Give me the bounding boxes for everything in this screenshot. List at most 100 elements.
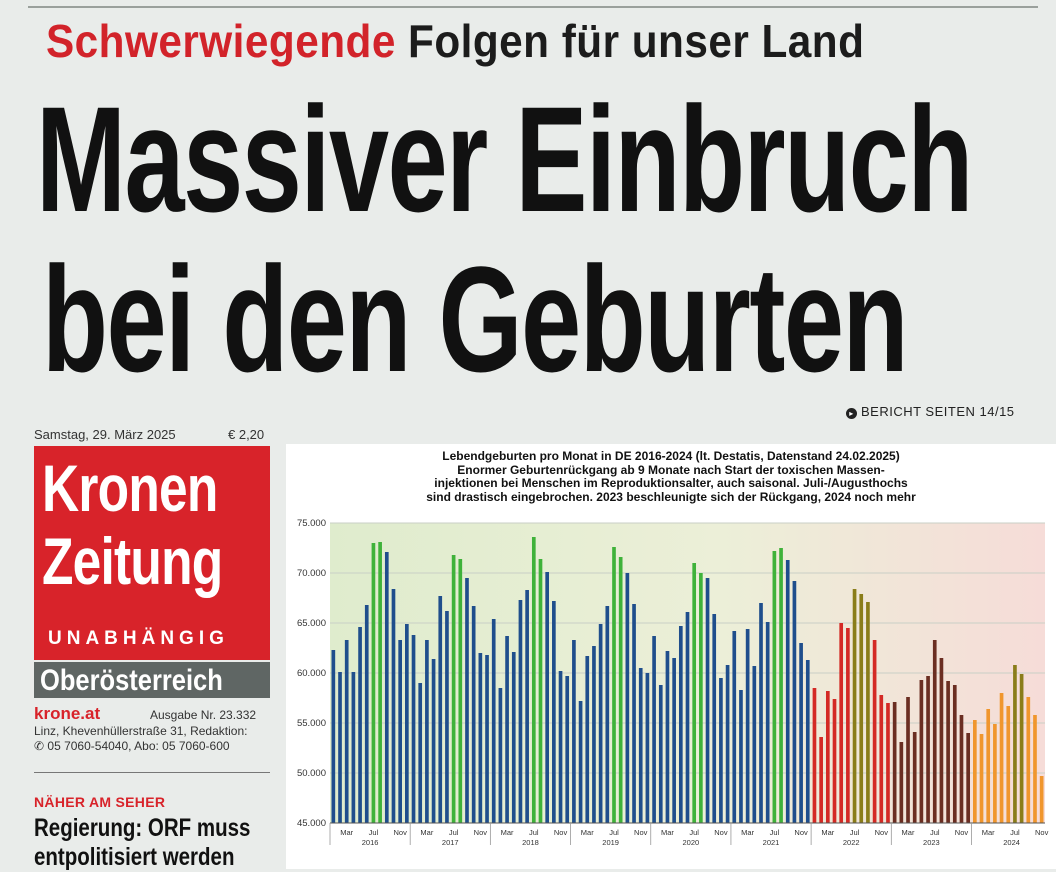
bar: [759, 603, 763, 823]
bar: [685, 612, 690, 823]
month-tick-label: Jul: [369, 828, 379, 837]
month-tick-label: Jul: [609, 828, 619, 837]
bar: [378, 542, 382, 823]
phone-icon: ✆: [34, 739, 45, 753]
bar: [665, 651, 670, 823]
bar: [959, 715, 964, 823]
bar: [445, 611, 449, 823]
bar: [678, 626, 683, 823]
bar: [712, 614, 717, 823]
column-divider: [34, 772, 270, 773]
bar: [531, 537, 536, 823]
bar: [993, 724, 997, 823]
bar: [1033, 715, 1037, 823]
year-label: 2021: [763, 838, 780, 847]
bar: [505, 636, 509, 823]
bar: [565, 676, 570, 823]
bar: [825, 691, 830, 823]
phone-text: 05 7060-54040, Abo: 05 7060-600: [47, 739, 230, 753]
bar: [632, 604, 636, 823]
report-reference-text: BERICHT SEITEN 14/15: [861, 404, 1015, 419]
bar: [1006, 706, 1011, 823]
month-tick-label: Nov: [714, 828, 728, 837]
issue-date: Samstag, 29. März 2025: [34, 427, 176, 442]
bar: [538, 559, 543, 823]
month-tick-label: Nov: [1035, 828, 1049, 837]
bar: [491, 619, 496, 823]
bar: [772, 551, 777, 823]
bar: [852, 589, 857, 823]
logo-line-2: Zeitung: [42, 524, 223, 598]
y-tick-label: 75.000: [297, 518, 326, 529]
arrow-right-icon: ▸: [846, 408, 857, 419]
bar: [966, 733, 970, 823]
month-tick-label: Mar: [982, 828, 995, 837]
issue-number: Ausgabe Nr. 23.332: [150, 708, 257, 722]
bar: [344, 640, 349, 823]
month-tick-label: Jul: [529, 828, 539, 837]
bar: [719, 678, 723, 823]
y-tick-label: 70.000: [297, 568, 326, 579]
bar: [545, 572, 550, 823]
bar: [552, 601, 556, 823]
bar: [812, 688, 817, 823]
bar: [498, 688, 503, 823]
bar: [398, 640, 403, 823]
bar: [872, 640, 877, 823]
bar: [471, 606, 476, 823]
bar: [578, 701, 583, 823]
bar: [391, 589, 396, 823]
bar: [879, 695, 884, 823]
headline-kicker: Schwerwiegende Folgen für unser Land: [46, 14, 864, 68]
bar: [705, 578, 710, 823]
bar: [779, 548, 783, 823]
month-tick-label: Mar: [420, 828, 433, 837]
bar: [732, 631, 737, 823]
issue-price: € 2,20: [228, 427, 265, 442]
bar: [598, 624, 603, 823]
region-bar: [34, 662, 270, 698]
bar: [558, 671, 563, 823]
month-tick-label: Nov: [393, 828, 407, 837]
bar: [972, 720, 977, 823]
logo-tagline: UNABHÄNGIG: [48, 628, 229, 649]
bar: [371, 543, 376, 823]
bar: [799, 643, 803, 823]
bar: [418, 683, 423, 823]
year-label: 2018: [522, 838, 539, 847]
month-tick-label: Mar: [501, 828, 514, 837]
bar: [846, 628, 850, 823]
bar: [572, 640, 576, 823]
bar: [939, 658, 944, 823]
bar: [1026, 697, 1031, 823]
bar: [405, 624, 409, 823]
bar: [946, 681, 950, 823]
month-tick-label: Nov: [554, 828, 568, 837]
bar: [451, 555, 456, 823]
bar: [739, 690, 743, 823]
year-label: 2016: [362, 838, 379, 847]
month-tick-label: Jul: [1010, 828, 1020, 837]
bar: [692, 563, 697, 823]
logo-line-1: Kronen: [42, 451, 218, 525]
bar: [1039, 776, 1044, 823]
month-tick-label: Jul: [770, 828, 780, 837]
chart-title-line-3: injektionen bei Menschen im Reproduktion…: [434, 476, 908, 490]
bar: [358, 627, 362, 823]
bar: [785, 560, 790, 823]
bar: [745, 629, 750, 823]
bar: [899, 742, 904, 823]
bar: [458, 559, 463, 823]
year-label: 2020: [682, 838, 699, 847]
month-tick-label: Jul: [449, 828, 459, 837]
chart-title-line-4: sind drastisch eingebrochen. 2023 beschl…: [426, 489, 916, 504]
logo-block: [34, 446, 270, 660]
year-label: 2022: [843, 838, 860, 847]
chart-title: Lebendgeburten pro Monat in DE 2016-2024…: [286, 449, 1056, 504]
month-tick-label: Mar: [581, 828, 594, 837]
bar: [866, 602, 870, 823]
bar: [886, 703, 890, 823]
month-tick-label: Nov: [474, 828, 488, 837]
bar: [618, 557, 623, 823]
month-tick-label: Mar: [340, 828, 353, 837]
